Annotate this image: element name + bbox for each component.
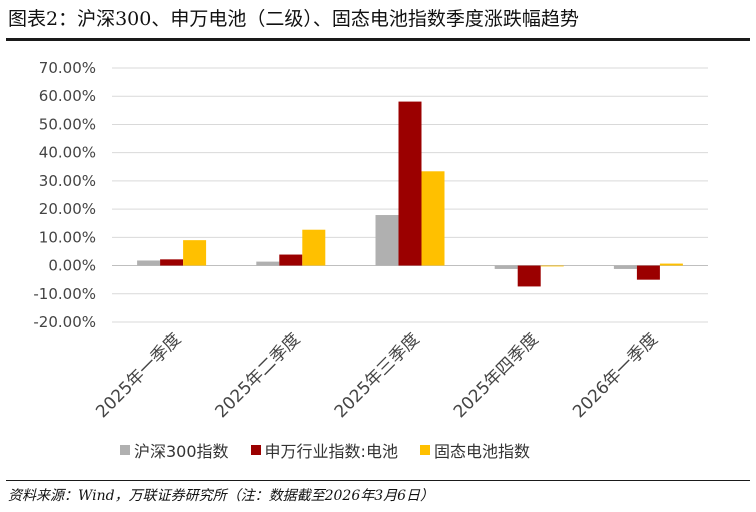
bar xyxy=(517,265,541,287)
legend-swatch-battery xyxy=(250,445,261,455)
bar xyxy=(540,265,564,267)
x-tick-label: 2025年四季度 xyxy=(450,329,543,422)
legend-label-hs300: 沪深300指数 xyxy=(134,442,229,461)
bar xyxy=(421,171,445,266)
bar xyxy=(375,215,399,266)
legend: 沪深300指数 申万行业指数:电池 固态电池指数 xyxy=(120,438,530,462)
legend-swatch-solid-state xyxy=(419,445,430,455)
legend-item-battery: 申万行业指数:电池 xyxy=(250,438,398,462)
figure-title: 图表2：沪深300、申万电池（二级）、固态电池指数季度涨跌幅趋势 xyxy=(8,8,579,30)
bar xyxy=(302,229,326,266)
bar xyxy=(183,240,207,266)
source-note: 资料来源：Wind，万联证券研究所（注：数据截至2026年3月6日） xyxy=(8,488,435,504)
bar xyxy=(279,254,303,266)
y-tick-label: 20.00% xyxy=(39,200,96,218)
y-tick-label: 30.00% xyxy=(39,172,96,190)
bar xyxy=(137,260,161,266)
y-tick-label: 60.00% xyxy=(39,87,96,105)
bar-chart: 70.00% 60.00% 50.00% 40.00% 30.00% 20.00% 10.0… xyxy=(33,59,708,422)
y-tick-label: -10.00% xyxy=(33,285,96,303)
y-tick-label: -20.00% xyxy=(33,313,96,331)
x-tick-label: 2025年一季度 xyxy=(92,329,185,422)
legend-label-solid-state: 固态电池指数 xyxy=(433,442,530,461)
x-tick-label: 2025年二季度 xyxy=(212,329,305,422)
legend-label-battery: 申万行业指数:电池 xyxy=(264,442,398,461)
bar xyxy=(494,265,518,269)
title-rule xyxy=(6,38,750,41)
bar xyxy=(398,101,422,266)
bar xyxy=(160,259,184,266)
y-tick-label: 10.00% xyxy=(39,228,96,246)
bar xyxy=(256,261,280,266)
legend-item-hs300: 沪深300指数 xyxy=(120,438,229,462)
y-tick-label: 0.00% xyxy=(48,257,96,275)
x-tick-label: 2026年一季度 xyxy=(569,329,662,422)
legend-swatch-hs300 xyxy=(120,445,130,455)
y-tick-label: 50.00% xyxy=(39,115,96,133)
bar xyxy=(613,265,637,269)
x-tick-label: 2025年三季度 xyxy=(331,329,424,422)
source-rule xyxy=(6,480,750,481)
y-tick-label: 70.00% xyxy=(39,59,96,77)
legend-item-solid-state: 固态电池指数 xyxy=(419,438,530,462)
bar xyxy=(659,263,683,266)
y-tick-label: 40.00% xyxy=(39,144,96,162)
bar xyxy=(636,265,660,280)
